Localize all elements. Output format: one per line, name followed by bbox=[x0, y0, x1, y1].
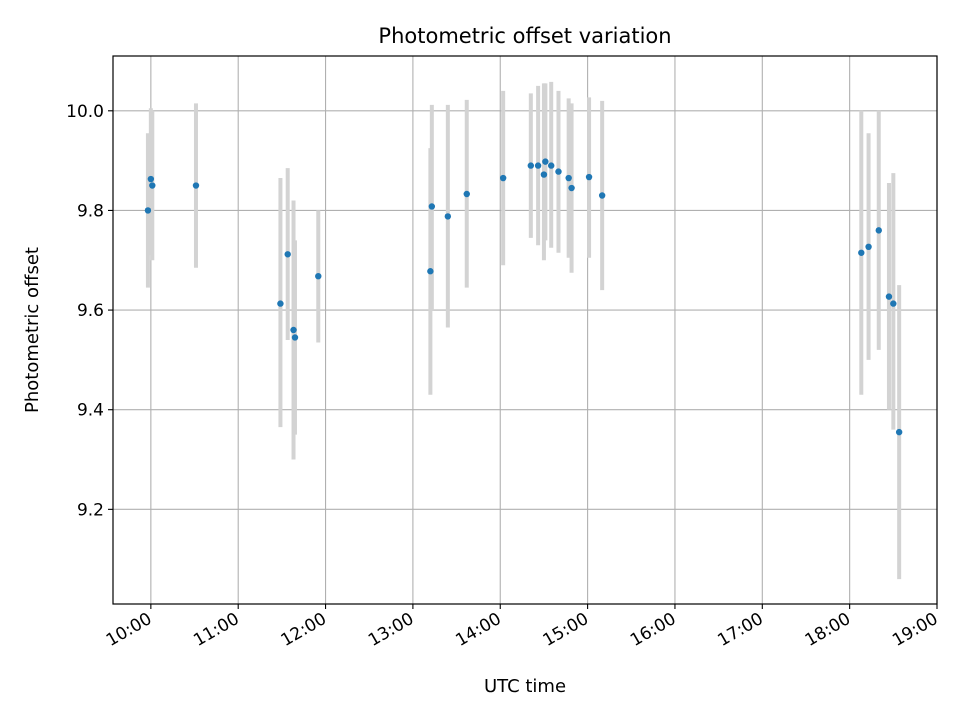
data-point bbox=[568, 184, 575, 192]
data-point bbox=[427, 268, 434, 275]
data-point bbox=[147, 175, 155, 183]
data-point bbox=[277, 300, 284, 307]
data-point bbox=[875, 227, 882, 234]
data-point bbox=[858, 249, 865, 256]
data-point bbox=[865, 243, 872, 251]
data-point bbox=[534, 162, 542, 169]
data-point bbox=[428, 203, 436, 210]
chart-title: Photometric offset variation bbox=[378, 24, 671, 48]
data-point bbox=[284, 251, 291, 258]
data-point bbox=[548, 162, 555, 169]
data-point bbox=[192, 182, 200, 189]
data-point bbox=[540, 171, 548, 178]
y-tick-label: 10.0 bbox=[66, 102, 104, 122]
data-point bbox=[895, 428, 903, 436]
data-point bbox=[598, 192, 606, 199]
y-tick-label: 9.2 bbox=[77, 500, 104, 520]
plot-frame bbox=[112, 55, 938, 605]
data-point bbox=[885, 293, 893, 300]
data-point bbox=[291, 334, 299, 341]
data-point bbox=[499, 174, 507, 182]
data-point bbox=[315, 272, 322, 280]
data-point bbox=[463, 190, 470, 198]
y-axis-label: Photometric offset bbox=[22, 247, 43, 413]
data-point bbox=[555, 168, 562, 175]
data-point bbox=[444, 213, 452, 220]
data-point bbox=[565, 174, 572, 182]
data-point bbox=[527, 162, 535, 169]
data-point bbox=[144, 207, 152, 214]
data-point bbox=[585, 173, 593, 181]
y-axis-ticks: 9.2 9.4 9.6 9.8 10.0 bbox=[66, 102, 113, 520]
data-markers bbox=[144, 158, 903, 436]
y-tick-label: 9.4 bbox=[77, 401, 104, 421]
y-tick-label: 9.8 bbox=[77, 201, 104, 221]
data-point bbox=[290, 326, 297, 334]
data-point bbox=[890, 300, 897, 307]
data-point bbox=[149, 182, 156, 189]
x-axis-label: UTC time bbox=[484, 676, 566, 697]
y-tick-label: 9.6 bbox=[77, 301, 104, 321]
data-point bbox=[542, 158, 549, 165]
